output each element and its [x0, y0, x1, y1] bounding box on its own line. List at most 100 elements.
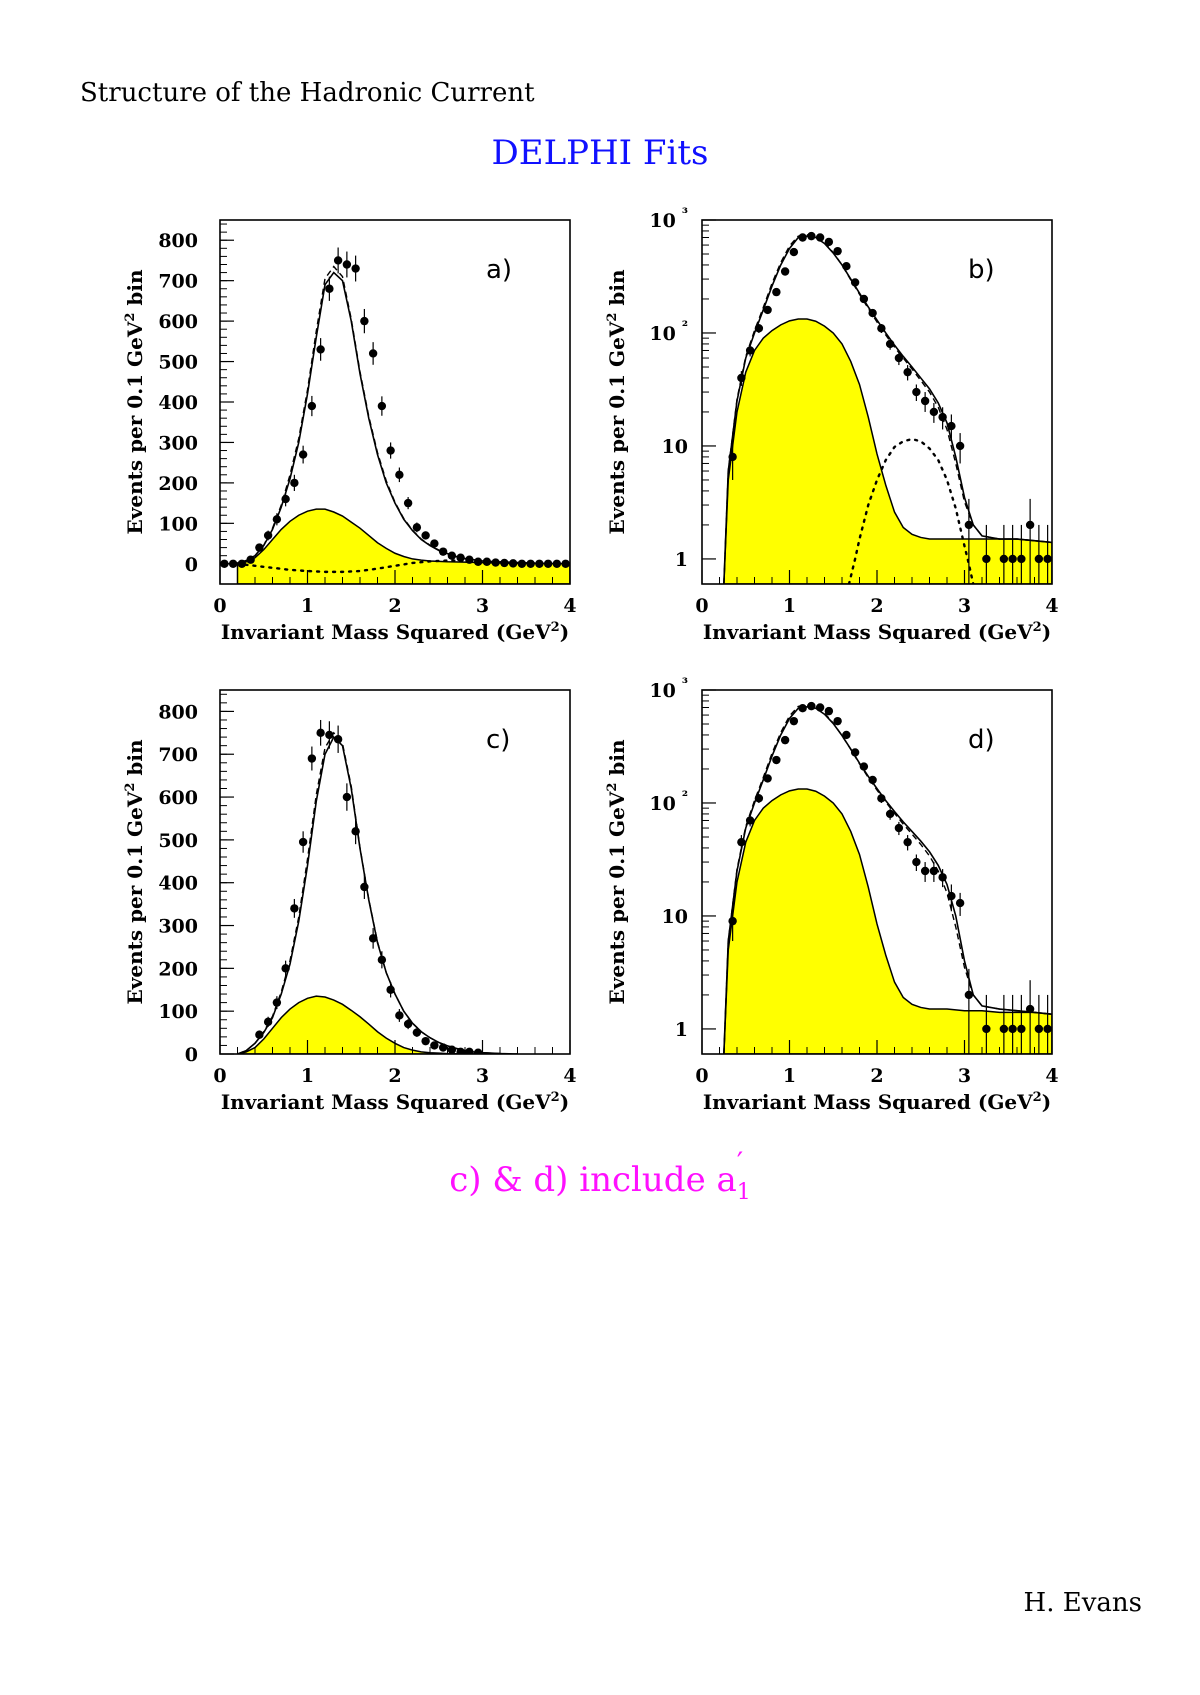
data-point — [377, 396, 387, 416]
data-marker — [333, 256, 343, 265]
data-marker — [1034, 1024, 1044, 1034]
y-tick-label: 500 — [158, 830, 198, 852]
x-tick-label: 1 — [301, 595, 314, 617]
data-point — [465, 1047, 474, 1054]
y-tick-label: 10 ² — [649, 789, 688, 815]
data-marker — [1017, 1024, 1026, 1034]
data-point — [754, 794, 764, 803]
data-marker — [807, 701, 816, 711]
data-point — [255, 543, 264, 552]
data-marker — [780, 735, 790, 745]
chart-panel-b: 0 1 2 3 4 1 10 10 ² 10 ³ b) Invariant Mass Squared (… — [605, 206, 1059, 644]
data-point — [999, 524, 1009, 584]
y-axis-label: Events per 0.1 GeV2 bin — [605, 269, 629, 534]
data-marker — [728, 916, 737, 926]
chart-panel-c: 0 1 2 3 4 0 100 200 300 400 500 600 700 800 c) Invarian… — [123, 689, 577, 1114]
data-point — [290, 474, 299, 491]
data-marker — [360, 882, 369, 892]
author: H. Evans — [1023, 1588, 1142, 1618]
y-tick-label: 100 — [158, 513, 198, 535]
data-marker — [815, 233, 825, 242]
panel-label: d) — [968, 725, 995, 755]
data-marker — [912, 387, 921, 397]
data-marker — [745, 346, 755, 355]
data-marker — [903, 837, 912, 847]
y-tick-label: 10 ³ — [649, 206, 688, 232]
data-marker — [307, 401, 317, 411]
panel-label: b) — [968, 255, 995, 285]
data-point — [798, 704, 807, 713]
data-marker — [885, 339, 895, 349]
data-point — [807, 701, 816, 711]
x-tick-label: 4 — [1045, 1065, 1058, 1087]
data-point — [1043, 524, 1052, 584]
data-point — [360, 308, 369, 334]
data-point — [316, 338, 325, 361]
data-point — [342, 783, 352, 811]
data-marker — [982, 1024, 991, 1034]
x-tick-label: 0 — [695, 1065, 708, 1087]
data-point — [412, 1028, 422, 1037]
y-axis-label: Events per 0.1 GeV2 bin — [123, 269, 147, 534]
data-marker — [789, 247, 799, 257]
data-point — [1008, 524, 1017, 584]
x-tick-label: 1 — [783, 595, 796, 617]
data-point — [955, 892, 965, 916]
data-marker — [798, 233, 807, 242]
data-point — [430, 539, 439, 548]
y-tick-label: 0 — [185, 554, 198, 576]
data-point — [325, 721, 334, 749]
data-marker — [473, 1048, 483, 1054]
data-marker — [500, 558, 509, 568]
data-point — [737, 371, 746, 386]
panel-label: c) — [486, 725, 510, 755]
data-marker — [360, 316, 369, 326]
data-point — [833, 246, 842, 256]
data-marker — [263, 1017, 273, 1027]
data-point — [307, 395, 317, 417]
data-marker — [877, 794, 886, 803]
data-marker — [947, 891, 956, 901]
data-marker — [964, 990, 974, 1000]
data-point — [789, 716, 799, 726]
y-tick-label: 400 — [158, 873, 198, 895]
x-axis-label: Invariant Mass Squared (GeV2) — [703, 620, 1051, 644]
data-marker — [938, 412, 947, 422]
plot-area — [723, 231, 1052, 584]
data-marker — [912, 857, 921, 867]
x-tick-label: 3 — [476, 1065, 489, 1087]
data-marker — [368, 934, 378, 943]
y-axis-label: Events per 0.1 GeV2 bin — [605, 739, 629, 1004]
data-point — [447, 1045, 457, 1054]
data-marker — [298, 450, 308, 459]
chart-panel-a: 0 1 2 3 4 0 100 200 300 400 500 600 700 800 a) Invarian… — [123, 219, 577, 644]
footnote: c) & d) include a ′ 1 — [0, 1146, 1200, 1205]
data-marker — [342, 260, 352, 269]
data-point — [298, 831, 308, 853]
data-point — [368, 342, 378, 365]
data-point — [807, 231, 816, 241]
x-tick-label: 0 — [695, 595, 708, 617]
data-marker — [438, 547, 448, 556]
y-tick-label: 10 — [662, 906, 688, 928]
data-marker — [430, 1041, 439, 1050]
data-point — [552, 559, 562, 568]
data-point — [745, 815, 755, 827]
data-marker — [386, 985, 395, 994]
plot-area — [220, 247, 570, 584]
data-point — [447, 551, 457, 560]
x-tick-label: 2 — [388, 1065, 401, 1087]
data-marker — [482, 557, 492, 566]
data-point — [780, 735, 790, 745]
data-marker — [999, 1024, 1009, 1034]
data-marker — [456, 1047, 465, 1054]
data-point — [850, 748, 860, 757]
data-point — [938, 869, 947, 888]
data-marker — [955, 898, 965, 908]
data-point — [947, 884, 956, 912]
data-marker — [298, 837, 308, 847]
data-point — [859, 762, 869, 771]
data-point — [754, 324, 764, 333]
data-marker — [316, 345, 325, 354]
data-point — [912, 384, 921, 401]
